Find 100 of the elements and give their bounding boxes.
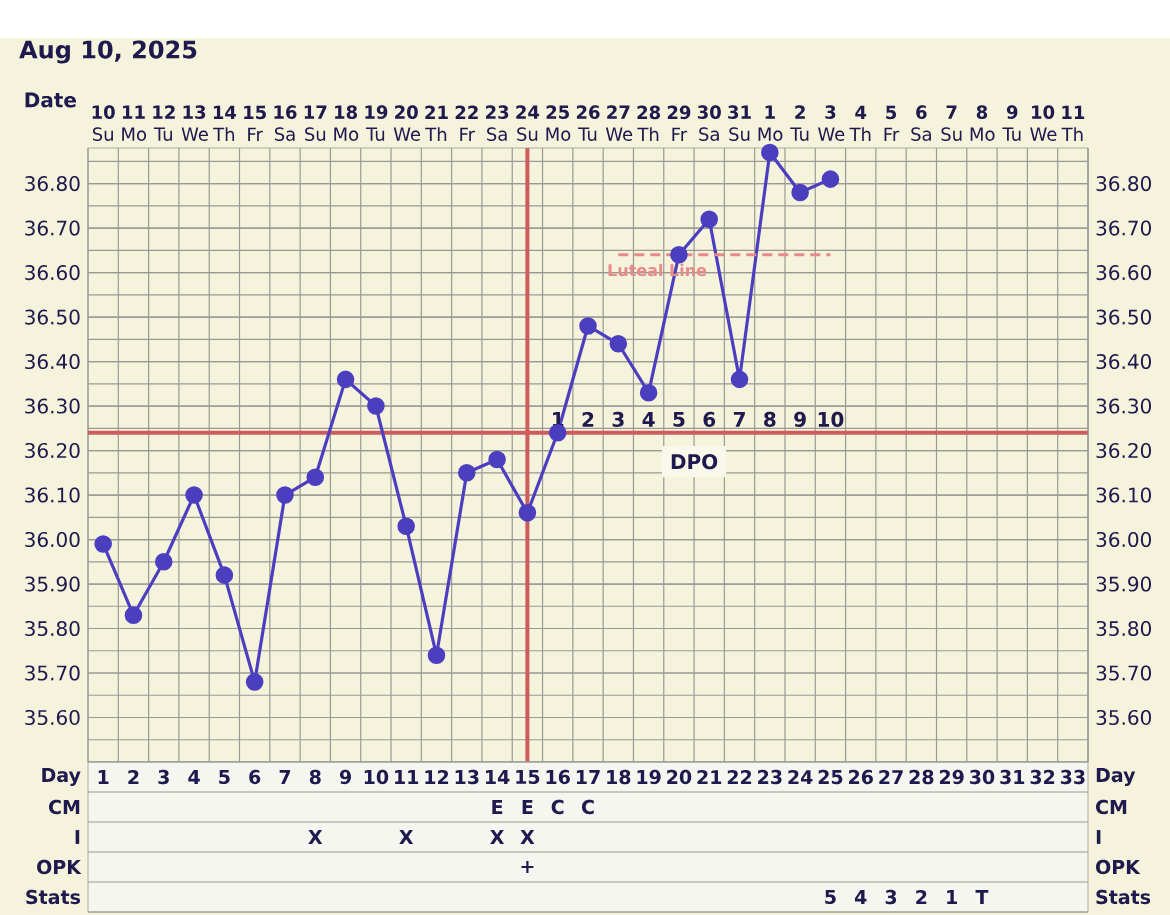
text: 1 bbox=[98, 770, 109, 784]
text: 26 bbox=[849, 769, 873, 785]
x-tick-label: 2 Tu bbox=[790, 105, 809, 141]
y2-tick-label: OPK bbox=[1096, 859, 1141, 875]
annotation: 2 bbox=[582, 411, 594, 427]
text: 12 bbox=[425, 769, 449, 785]
point bbox=[124, 606, 143, 624]
annotation: 9 bbox=[794, 411, 806, 427]
text: 24 bbox=[788, 769, 813, 785]
x-tick-label: 11 Th bbox=[1061, 105, 1085, 141]
y-tick-label: Day bbox=[42, 768, 81, 786]
text: 4 bbox=[854, 890, 867, 904]
y2-tick-label: Stats bbox=[1096, 889, 1151, 905]
text: 16 bbox=[546, 769, 570, 785]
text: 27 bbox=[879, 769, 903, 785]
x-tick-label: 18 Mo bbox=[334, 105, 359, 141]
text: 2 bbox=[916, 889, 927, 905]
text: 4 bbox=[188, 770, 200, 784]
point bbox=[215, 566, 234, 584]
text: 15 bbox=[516, 769, 540, 785]
point bbox=[367, 397, 385, 415]
y2-tick-label: 36.00 bbox=[1096, 531, 1152, 548]
text: X bbox=[308, 830, 323, 844]
point bbox=[306, 468, 325, 487]
y2-tick-label: 36.40 bbox=[1096, 353, 1152, 370]
point bbox=[397, 517, 415, 535]
x-tick-label: 22 Fr bbox=[455, 105, 478, 141]
text: 33 bbox=[1060, 769, 1085, 785]
x-tick-label: 31 Su bbox=[728, 105, 751, 141]
point bbox=[276, 486, 294, 504]
y-tick-label: 36.20 bbox=[25, 442, 80, 459]
text: 11 bbox=[395, 770, 419, 784]
x-tick-label: 28 Th bbox=[637, 105, 661, 141]
text: 14 bbox=[486, 770, 510, 784]
point bbox=[427, 646, 446, 665]
y2-tick-label: Day bbox=[1096, 768, 1136, 786]
x-tick-label: 7 Su bbox=[941, 105, 962, 141]
y2-tick-label: 35.70 bbox=[1096, 665, 1152, 681]
annotation: DPO bbox=[671, 454, 718, 470]
text: 32 bbox=[1030, 769, 1055, 785]
x-tick-label: 25 Mo bbox=[546, 105, 571, 141]
annotation: 6 bbox=[703, 411, 716, 427]
x-tick-label: 3 We bbox=[818, 105, 845, 141]
text: 20 bbox=[667, 769, 692, 785]
point bbox=[245, 673, 264, 691]
x-tick-label: 23 Sa bbox=[485, 105, 509, 141]
annotation: 3 bbox=[612, 411, 624, 427]
text: T bbox=[975, 890, 989, 904]
y2-tick-label: 36.20 bbox=[1096, 442, 1152, 459]
y2-tick-label: 36.80 bbox=[1096, 176, 1152, 192]
point bbox=[639, 383, 658, 402]
text: 9 bbox=[339, 769, 351, 785]
y-tick-label: 36.50 bbox=[25, 309, 80, 325]
y2-tick-label: 36.70 bbox=[1096, 220, 1152, 236]
text: E bbox=[492, 800, 503, 814]
point bbox=[700, 210, 719, 228]
y2-tick-label: 36.60 bbox=[1096, 264, 1152, 281]
x-tick-label: 9 Tu bbox=[1002, 105, 1021, 141]
y-tick-label: CM bbox=[49, 799, 80, 815]
y-tick-label: 36.60 bbox=[25, 264, 80, 281]
text: 17 bbox=[576, 770, 600, 784]
x-tick-label: 21 Th bbox=[425, 105, 448, 141]
text: 28 bbox=[909, 769, 934, 785]
x-tick-label: 5 Fr bbox=[884, 105, 900, 141]
text: 8 bbox=[309, 769, 321, 785]
x-tick-label: 13 We bbox=[181, 105, 208, 141]
x-tick-label: 14 Th bbox=[213, 105, 237, 141]
x-tick-label: 27 We bbox=[605, 105, 633, 141]
x-tick-label: 20 We bbox=[393, 105, 421, 141]
x-tick-label: 29 Fr bbox=[667, 105, 691, 141]
chart-title: Aug 10, 2025 bbox=[19, 40, 197, 64]
annotation: 5 bbox=[673, 411, 685, 427]
x-tick-label: 24 Su bbox=[516, 105, 540, 141]
text: 31 bbox=[1000, 769, 1025, 785]
text: 13 bbox=[455, 769, 479, 785]
text: 22 bbox=[727, 769, 752, 785]
text: 5 bbox=[219, 769, 230, 785]
x-tick-label: 10 Su bbox=[92, 105, 115, 141]
y-tick-label: Stats bbox=[26, 889, 81, 905]
x-tick-label: 11 Mo bbox=[122, 105, 147, 141]
x-tick-label: 16 Sa bbox=[274, 105, 297, 141]
y-tick-label: 36.80 bbox=[25, 176, 80, 192]
y2-tick-label: I bbox=[1096, 830, 1101, 844]
text: 1 bbox=[947, 890, 957, 904]
x-tick-label: 19 Tu bbox=[365, 105, 388, 141]
y-tick-label: 35.90 bbox=[25, 576, 80, 592]
x-tick-label: 1 Mo bbox=[758, 105, 783, 141]
point bbox=[185, 486, 203, 504]
x-tick-label: 6 Sa bbox=[911, 105, 931, 141]
x-tick-label: 30 Sa bbox=[697, 105, 721, 141]
text: 30 bbox=[970, 769, 995, 785]
annotation: 7 bbox=[733, 412, 745, 427]
y-tick-label: OPK bbox=[37, 859, 82, 875]
x-tick-label: 8 Mo bbox=[970, 105, 995, 141]
y-tick-label: 36.00 bbox=[25, 531, 80, 548]
x-tick-label: 4 Th bbox=[849, 105, 871, 141]
y-tick-label: 35.70 bbox=[25, 665, 80, 681]
point bbox=[94, 535, 112, 553]
text: 23 bbox=[758, 769, 782, 785]
x-tick-label: 26 Tu bbox=[576, 105, 600, 141]
